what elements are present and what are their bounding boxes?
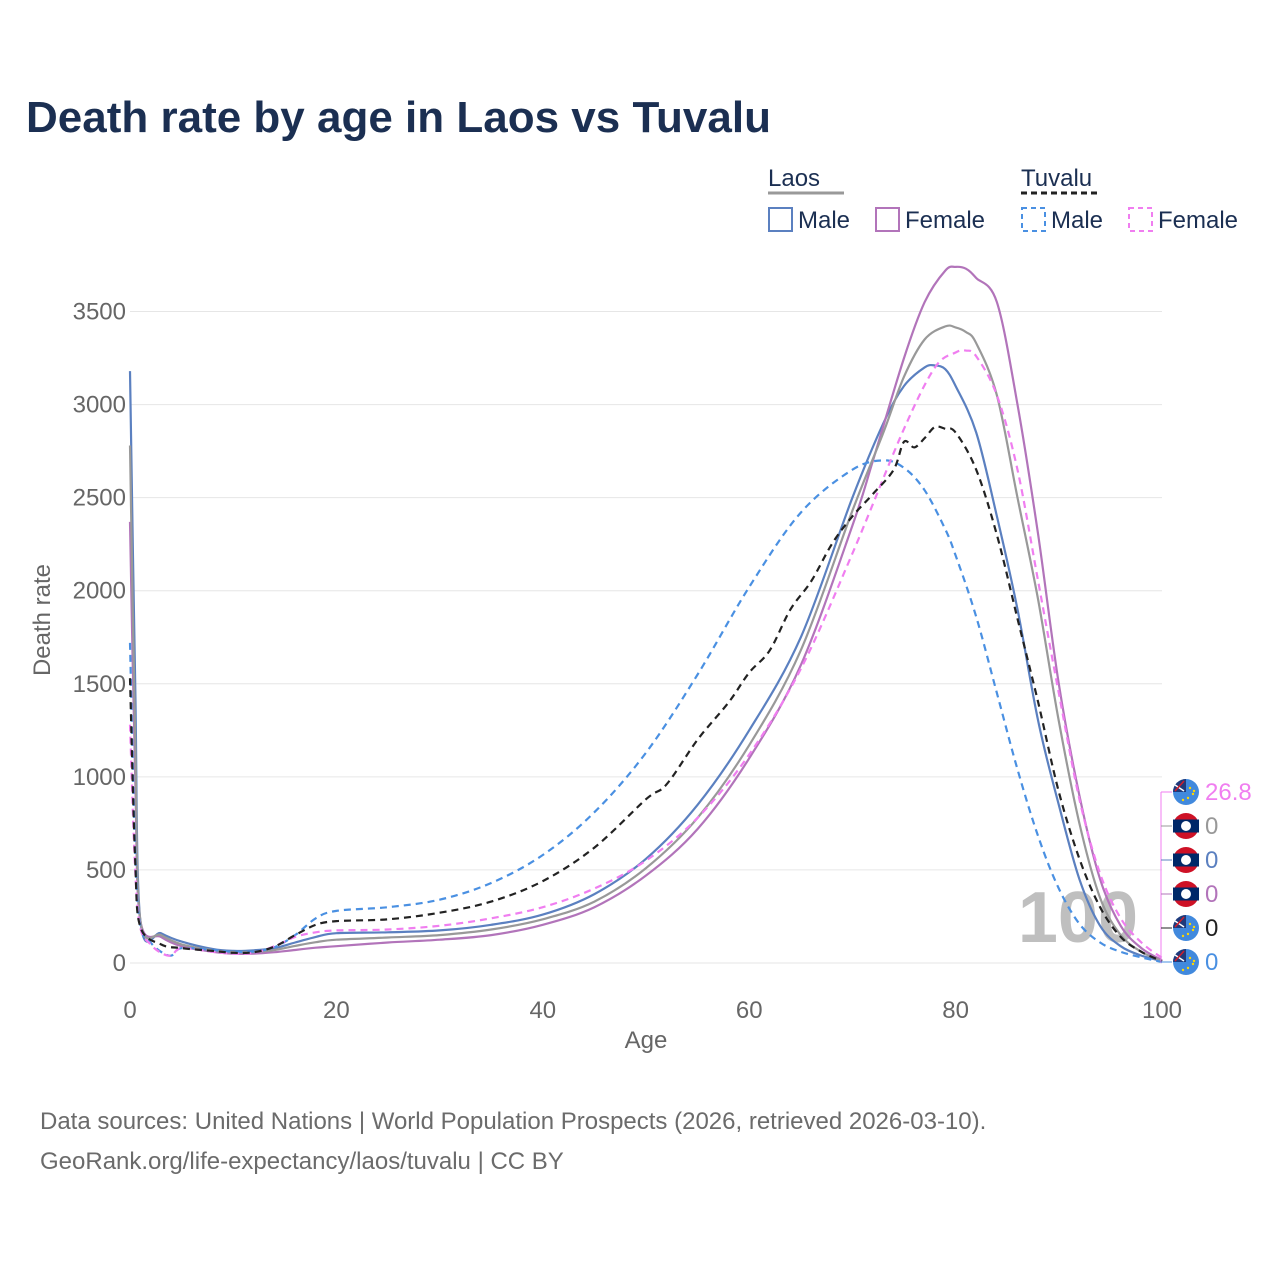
source-text: Data sources: United Nations | World Pop… <box>40 1108 987 1135</box>
y-tick-label: 3500 <box>73 299 126 326</box>
legend-item-label[interactable]: Male <box>798 207 850 234</box>
x-tick-label: 100 <box>1142 997 1182 1024</box>
legend-group-tuvalu: Tuvalu <box>1021 165 1092 192</box>
legend-item-label[interactable]: Female <box>1158 207 1238 234</box>
end-labels: 26.8 0 0 0 0 0 <box>1160 779 1252 976</box>
tuvalu-flag-icon <box>1173 779 1199 805</box>
y-tick-label: 1500 <box>73 671 126 698</box>
flag-cross <box>1174 954 1185 962</box>
flag-star <box>1186 796 1190 800</box>
laos-flag-icon <box>1173 881 1199 907</box>
x-tick-label: 0 <box>123 997 136 1024</box>
flag-star <box>1192 959 1196 963</box>
end-label-value-tuvalu_male: 0 <box>1205 949 1218 976</box>
flag-disc <box>1181 889 1191 899</box>
flag-cross <box>1174 916 1185 928</box>
legend: Laos Tuvalu Male Female Male Female <box>768 165 1238 234</box>
x-axis-label: Age <box>625 1027 668 1054</box>
y-axis-ticks: 0 500 1000 1500 2000 2500 3000 3500 <box>73 299 126 977</box>
legend-item-label[interactable]: Male <box>1051 207 1103 234</box>
grid-lines <box>130 311 1162 964</box>
y-tick-label: 500 <box>86 857 126 884</box>
end-label-value-laos_male: 0 <box>1205 847 1218 874</box>
series-lines <box>128 265 1163 964</box>
legend-swatch-tuvalu-male[interactable] <box>1021 207 1046 232</box>
flag-star <box>1188 956 1192 960</box>
x-tick-label: 60 <box>736 997 763 1024</box>
flag-star <box>1191 792 1195 796</box>
series-line-tuvalu_total <box>128 425 1163 963</box>
x-tick-label: 20 <box>323 997 350 1024</box>
end-label-value-tuvalu_total: 0 <box>1205 915 1218 942</box>
flag-disc <box>1181 855 1191 865</box>
tuvalu-flag-icon <box>1173 949 1199 975</box>
laos-flag-icon <box>1173 813 1199 839</box>
flag-star <box>1192 789 1196 793</box>
series-line-laos_female <box>128 265 1163 962</box>
flag-star <box>1181 798 1185 802</box>
flag-disc <box>1181 821 1191 831</box>
legend-group-laos: Laos <box>768 165 820 192</box>
source-link[interactable]: GeoRank.org/life-expectancy/laos/tuvalu … <box>40 1148 564 1175</box>
series-line-laos_male <box>128 363 1163 963</box>
flag-star <box>1192 925 1196 929</box>
flag-star <box>1186 932 1190 936</box>
tuvalu-flag-icon <box>1173 915 1199 941</box>
flag-star <box>1188 922 1192 926</box>
flag-star <box>1181 934 1185 938</box>
flag-star <box>1188 786 1192 790</box>
series-line-tuvalu_female <box>128 349 1163 959</box>
end-label-value-laos_total: 0 <box>1205 813 1218 840</box>
flag-cross <box>1174 780 1185 792</box>
flag-star <box>1191 928 1195 932</box>
chart-title: Death rate by age in Laos vs Tuvalu <box>26 93 771 142</box>
y-tick-label: 1000 <box>73 764 126 791</box>
flag-star <box>1186 966 1190 970</box>
legend-swatch-laos-female[interactable] <box>875 207 900 232</box>
y-tick-label: 0 <box>113 950 126 977</box>
series-line-tuvalu_male <box>128 459 1163 964</box>
y-tick-label: 3000 <box>73 392 126 419</box>
x-axis-ticks: 0 20 40 60 80 100 <box>123 997 1182 1024</box>
flag-star <box>1191 962 1195 966</box>
flag-cross <box>1174 950 1185 962</box>
flag-cross <box>1174 920 1185 928</box>
end-label-value-tuvalu_female: 26.8 <box>1205 779 1252 806</box>
flag-cross <box>1174 784 1185 792</box>
x-tick-label: 40 <box>529 997 556 1024</box>
laos-flag-icon <box>1173 847 1199 873</box>
legend-swatch-laos-male[interactable] <box>768 207 793 232</box>
legend-item-label[interactable]: Female <box>905 207 985 234</box>
flag-star <box>1181 968 1185 972</box>
end-label-value-laos_female: 0 <box>1205 881 1218 908</box>
y-tick-label: 2500 <box>73 485 126 512</box>
y-tick-label: 2000 <box>73 578 126 605</box>
y-axis-label: Death rate <box>29 564 56 676</box>
x-tick-label: 80 <box>942 997 969 1024</box>
legend-swatch-tuvalu-female[interactable] <box>1128 207 1153 232</box>
series-line-laos_total <box>128 324 1163 963</box>
